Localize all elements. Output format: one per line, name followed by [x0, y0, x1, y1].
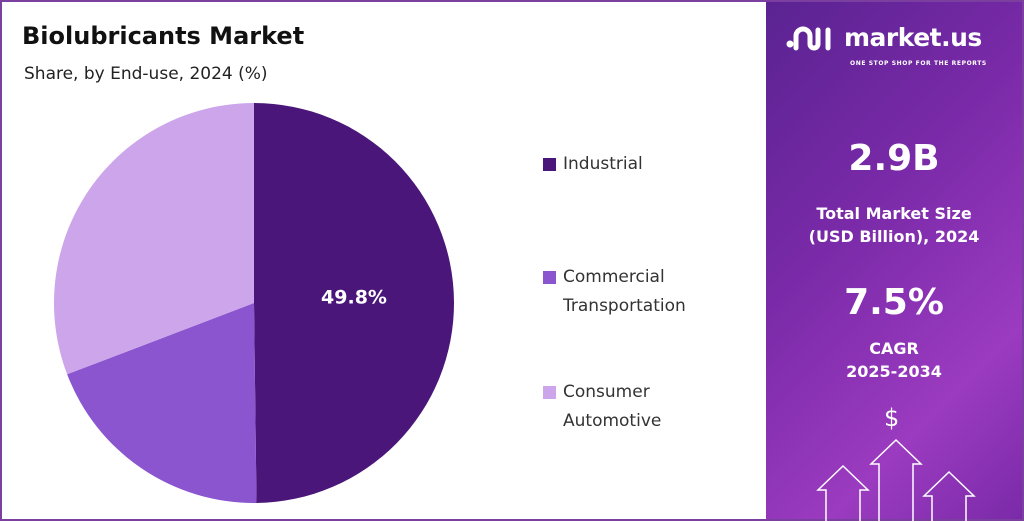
pie-slice-industrial	[254, 103, 454, 503]
cagr-value: 7.5%	[844, 282, 944, 323]
chart-panel: Biolubricants Market Share, by End-use, …	[2, 2, 766, 519]
market-size-label: (USD Billion), 2024	[808, 227, 980, 246]
data-label: 49.8%	[321, 286, 387, 308]
pie-chart: 49.8%	[53, 103, 454, 503]
legend-item-consumer-automotive: Consumer Automotive	[543, 378, 661, 436]
legend-swatch	[543, 271, 556, 284]
legend-item-commercial-transportation: Commercial Transportation	[543, 263, 686, 321]
brand-tagline: ONE STOP SHOP FOR THE REPORTS	[850, 60, 987, 67]
chart-subtitle: Share, by End-use, 2024 (%)	[24, 64, 268, 84]
brand-name: market.us	[844, 23, 982, 52]
summary-panel: market.us ONE STOP SHOP FOR THE REPORTS …	[766, 2, 1022, 522]
cagr-label: CAGR	[869, 339, 919, 358]
market-size-label: Total Market Size	[816, 204, 972, 223]
dollar-icon: $	[884, 404, 900, 432]
growth-arrows-icon	[816, 438, 976, 522]
pie-slice-consumer-automotive	[53, 103, 255, 375]
market-size-value: 2.9B	[848, 138, 940, 179]
legend-swatch	[543, 386, 556, 399]
chart-title: Biolubricants Market	[22, 22, 305, 50]
market-us-logo-icon	[786, 26, 831, 51]
legend-label: Commercial	[563, 267, 665, 287]
legend-swatch	[543, 158, 556, 171]
pie-slice-commercial-transportation	[67, 303, 257, 503]
brand-logo: market.us	[786, 22, 982, 54]
legend-label: Industrial	[563, 154, 643, 174]
legend-item-industrial: Industrial	[543, 150, 643, 179]
legend-label: Transportation	[563, 296, 686, 316]
legend-label: Consumer	[563, 382, 650, 402]
legend-label: Automotive	[563, 411, 662, 431]
cagr-period: 2025-2034	[846, 362, 942, 381]
